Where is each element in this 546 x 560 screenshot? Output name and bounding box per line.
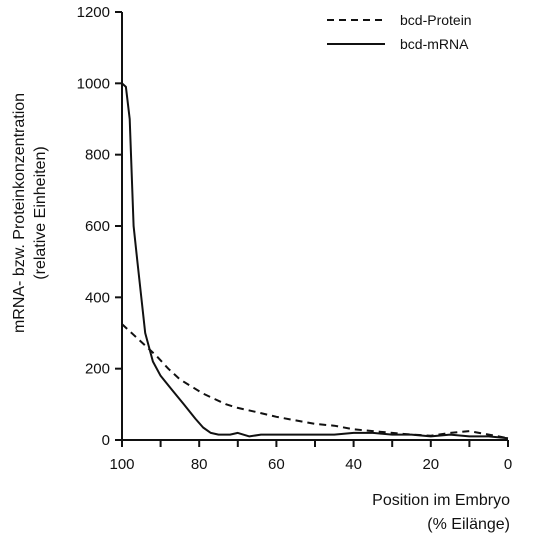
y-tick-label: 600 (85, 218, 110, 235)
y-tick-label: 400 (85, 289, 110, 306)
y-tick-label: 1000 (77, 75, 110, 92)
y-tick-label: 1200 (77, 4, 110, 21)
legend: bcd-Protein bcd-mRNA (327, 12, 472, 52)
x-tick-label: 40 (345, 456, 362, 473)
y-axis-title-line2: (relative Einheiten) (32, 146, 49, 279)
legend-label: bcd-mRNA (400, 36, 469, 52)
legend-label: bcd-Protein (400, 12, 472, 28)
y-tick-label: 200 (85, 361, 110, 378)
x-tick-label: 80 (191, 456, 208, 473)
y-ticks: 0 200 400 600 800 1000 1200 (77, 4, 122, 449)
bcd-mrna-line (121, 82, 509, 440)
x-tick-label: 20 (422, 456, 439, 473)
y-axis-title-line1: mRNA- bzw. Proteinkonzentration (11, 93, 28, 333)
x-axis-title-line2: (% Eilänge) (427, 516, 510, 533)
series-lines (121, 82, 509, 440)
y-tick-label: 800 (85, 147, 110, 164)
x-ticks: 100 80 60 40 20 0 (109, 440, 512, 473)
x-tick-label: 60 (268, 456, 285, 473)
x-tick-label: 100 (109, 456, 134, 473)
y-tick-label: 0 (102, 432, 110, 449)
x-axis-title-line1: Position im Embryo (372, 492, 510, 509)
x-tick-label: 0 (504, 456, 512, 473)
axes (121, 12, 508, 441)
bcd-protein-line (121, 323, 509, 440)
